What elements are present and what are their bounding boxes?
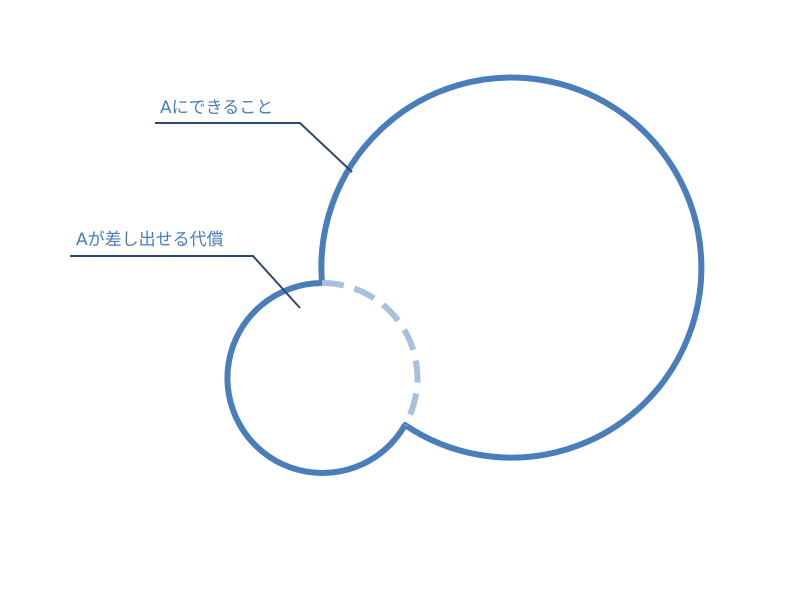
capability-leader-line bbox=[155, 122, 353, 173]
cost-circle bbox=[224, 280, 408, 476]
overlap-dashed-arc bbox=[321, 279, 421, 427]
capability-label: Aにできること bbox=[160, 98, 273, 118]
capability-circle bbox=[318, 74, 705, 461]
cost-leader-line bbox=[70, 255, 301, 309]
cost-label: Aが差し出せる代償 bbox=[76, 230, 224, 250]
